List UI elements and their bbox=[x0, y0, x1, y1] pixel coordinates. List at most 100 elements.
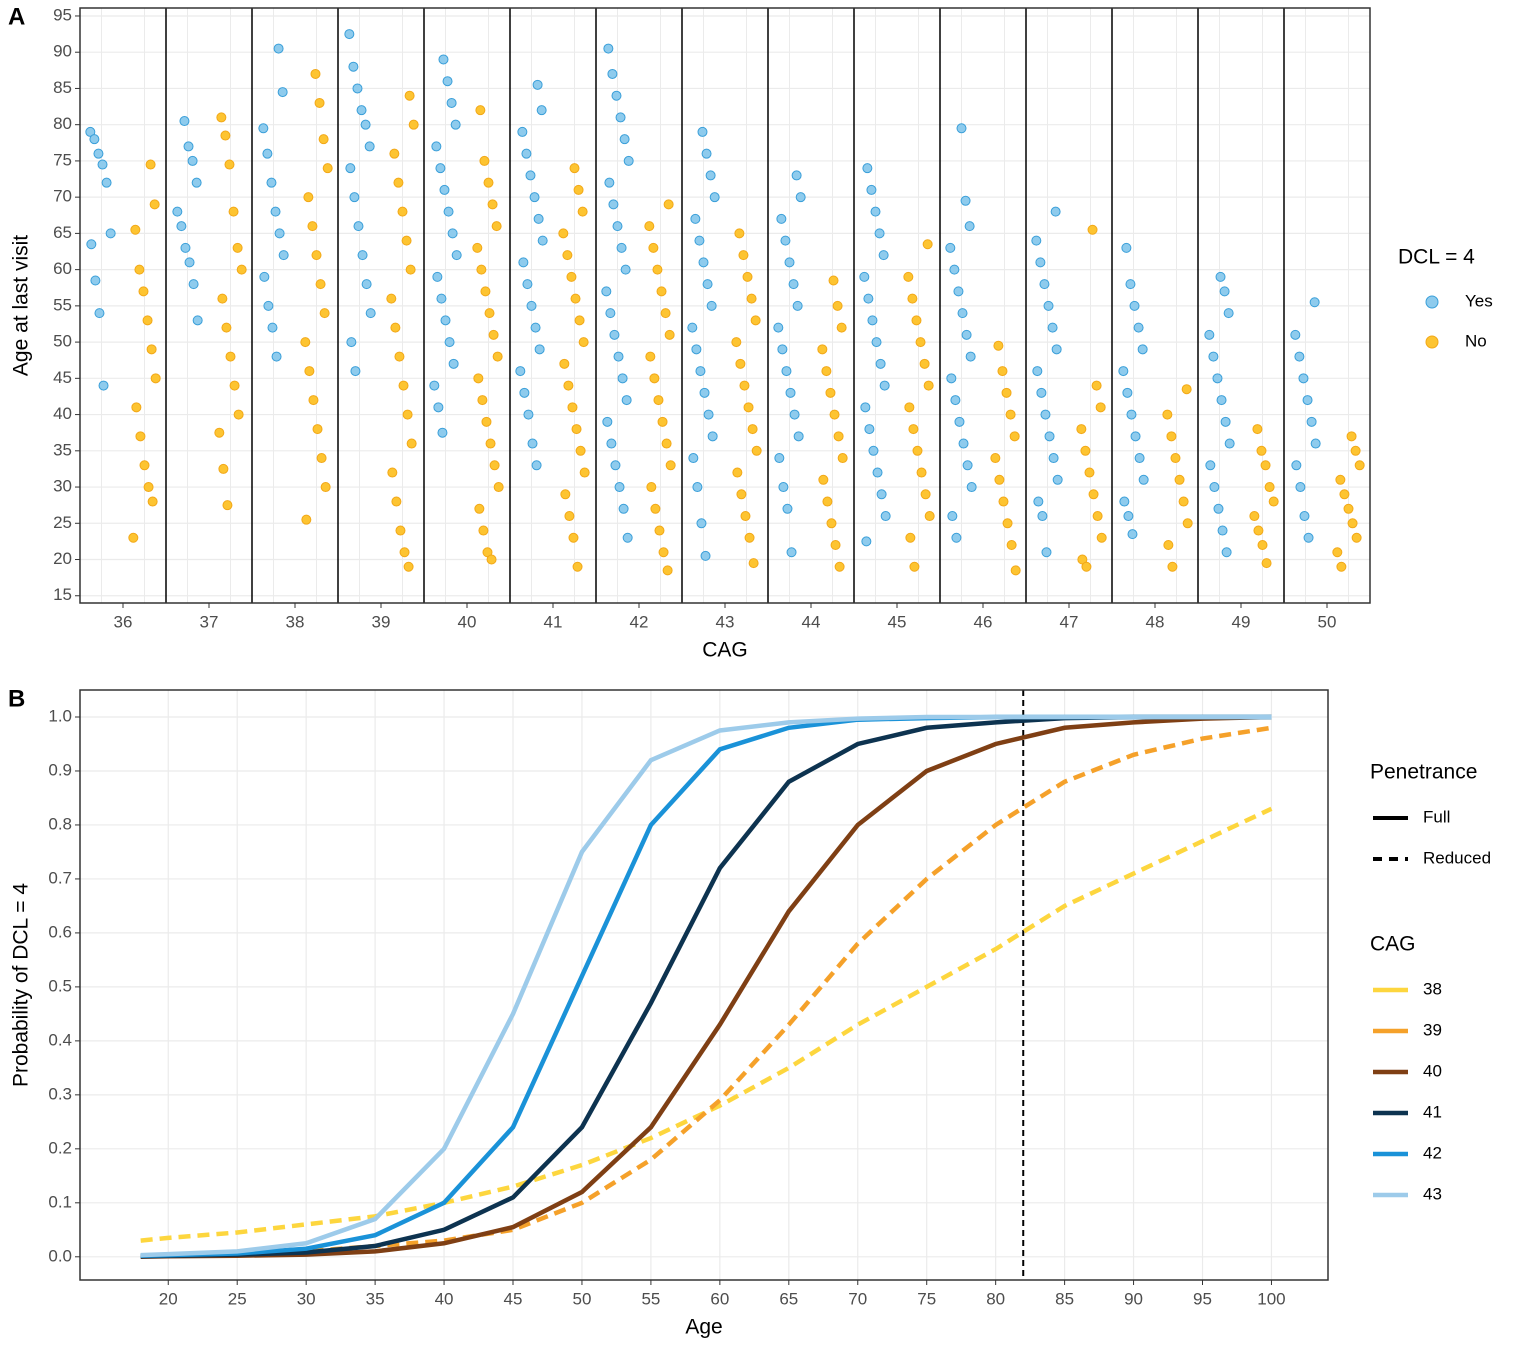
point bbox=[646, 482, 657, 493]
point bbox=[142, 315, 153, 326]
point bbox=[909, 561, 920, 572]
y-tick-label: 40 bbox=[53, 404, 72, 423]
point bbox=[569, 163, 580, 174]
legend-label: 43 bbox=[1423, 1184, 1442, 1203]
point bbox=[232, 242, 243, 253]
point bbox=[957, 308, 968, 319]
point bbox=[389, 148, 400, 159]
point bbox=[310, 68, 321, 79]
panel-label: A bbox=[8, 3, 25, 30]
point bbox=[192, 315, 203, 326]
point bbox=[648, 242, 659, 253]
point bbox=[904, 402, 915, 413]
point bbox=[443, 206, 454, 217]
point bbox=[785, 387, 796, 398]
point bbox=[143, 482, 154, 493]
point bbox=[145, 159, 156, 170]
y-tick-label: 30 bbox=[53, 477, 72, 496]
point bbox=[791, 170, 802, 181]
point bbox=[440, 315, 451, 326]
point bbox=[563, 380, 574, 391]
y-tick-label: 0.7 bbox=[48, 868, 72, 887]
point bbox=[665, 460, 676, 471]
point bbox=[303, 192, 314, 203]
point bbox=[744, 532, 755, 543]
point bbox=[661, 438, 672, 449]
y-tick-label: 0.1 bbox=[48, 1192, 72, 1211]
point bbox=[1216, 395, 1227, 406]
point bbox=[150, 373, 161, 384]
point bbox=[357, 250, 368, 261]
point bbox=[1178, 496, 1189, 507]
point bbox=[613, 351, 624, 362]
point bbox=[308, 395, 319, 406]
point bbox=[602, 416, 613, 427]
point bbox=[394, 351, 405, 362]
point bbox=[836, 322, 847, 333]
point bbox=[649, 373, 660, 384]
point bbox=[401, 235, 412, 246]
legend-title: CAG bbox=[1370, 933, 1416, 956]
point bbox=[346, 337, 357, 348]
point bbox=[572, 561, 583, 572]
x-tick-label: 35 bbox=[366, 1289, 385, 1308]
point bbox=[267, 322, 278, 333]
point bbox=[567, 402, 578, 413]
y-tick-label: 20 bbox=[53, 549, 72, 568]
x-tick-label: 36 bbox=[114, 612, 133, 631]
point bbox=[266, 177, 277, 188]
point bbox=[688, 453, 699, 464]
x-tick-label: 39 bbox=[372, 612, 391, 631]
point bbox=[138, 286, 149, 297]
x-tick-label: 75 bbox=[917, 1289, 936, 1308]
x-tick-label: 46 bbox=[974, 612, 993, 631]
point bbox=[1048, 453, 1059, 464]
point bbox=[1119, 496, 1130, 507]
point bbox=[530, 322, 541, 333]
point bbox=[1032, 366, 1043, 377]
legend-label: Full bbox=[1423, 807, 1450, 826]
point bbox=[147, 496, 158, 507]
point bbox=[657, 416, 668, 427]
legend-swatch bbox=[1425, 335, 1439, 349]
point bbox=[993, 340, 1004, 351]
point bbox=[1092, 511, 1103, 522]
y-tick-label: 0.9 bbox=[48, 760, 72, 779]
y-axis-title: Age at last visit bbox=[10, 235, 33, 376]
point bbox=[1130, 431, 1141, 442]
point bbox=[1125, 279, 1136, 290]
point bbox=[789, 409, 800, 420]
point bbox=[1343, 503, 1354, 514]
point bbox=[923, 380, 934, 391]
point bbox=[1346, 431, 1357, 442]
point bbox=[654, 525, 665, 536]
point bbox=[1039, 279, 1050, 290]
point bbox=[1306, 416, 1317, 427]
point bbox=[692, 482, 703, 493]
point bbox=[1219, 286, 1230, 297]
point bbox=[658, 547, 669, 558]
point bbox=[777, 344, 788, 355]
point bbox=[90, 275, 101, 286]
point bbox=[751, 445, 762, 456]
point bbox=[562, 250, 573, 261]
point bbox=[750, 315, 761, 326]
point bbox=[611, 90, 622, 101]
point bbox=[965, 351, 976, 362]
point bbox=[1087, 224, 1098, 235]
point bbox=[1303, 532, 1314, 543]
point bbox=[945, 242, 956, 253]
point bbox=[402, 409, 413, 420]
point bbox=[1220, 416, 1231, 427]
point bbox=[1249, 511, 1260, 522]
point bbox=[105, 228, 116, 239]
x-tick-label: 30 bbox=[297, 1289, 316, 1308]
point bbox=[701, 148, 712, 159]
point bbox=[1205, 460, 1216, 471]
point bbox=[365, 308, 376, 319]
point bbox=[446, 97, 457, 108]
y-tick-label: 90 bbox=[53, 42, 72, 61]
point bbox=[1310, 438, 1321, 449]
point bbox=[536, 105, 547, 116]
